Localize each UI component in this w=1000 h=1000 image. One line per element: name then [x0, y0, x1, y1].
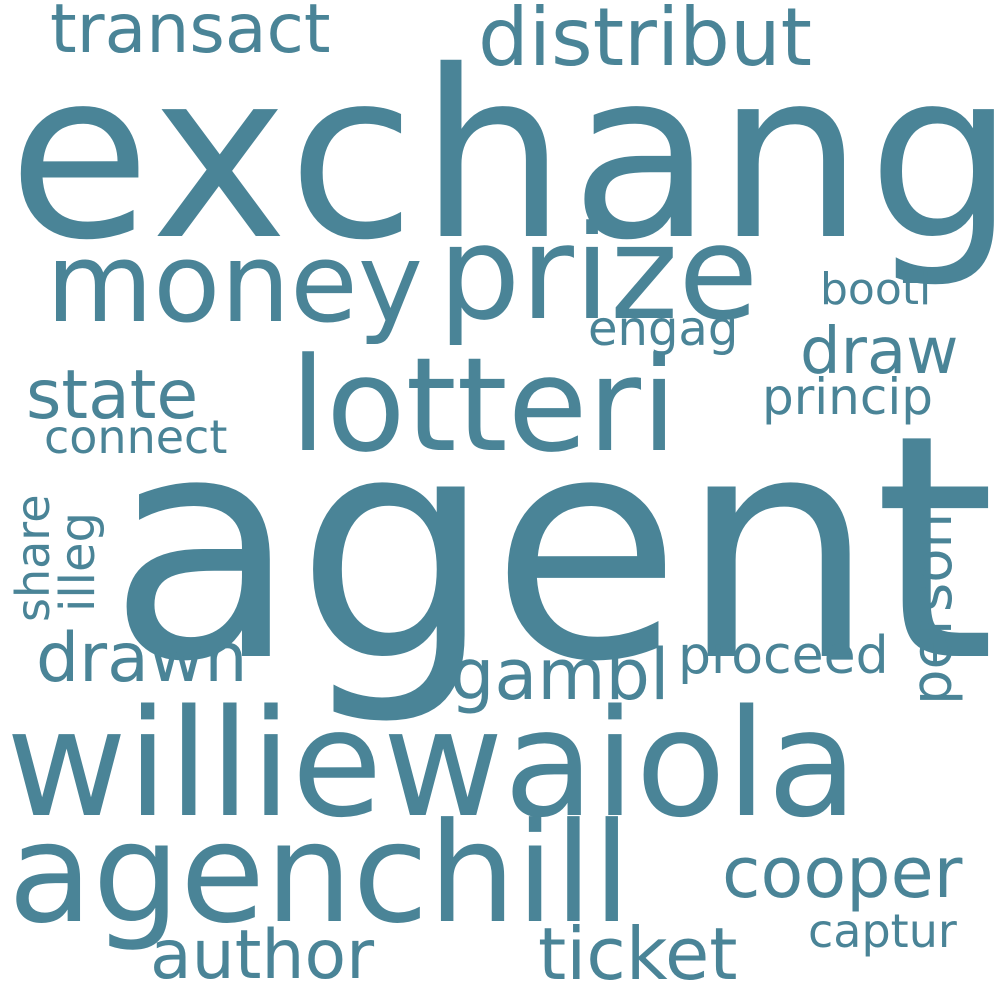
- word-agenchill: agenchill: [8, 793, 631, 954]
- word-captur: captur: [808, 904, 957, 958]
- word-illeg: illeg: [50, 511, 106, 612]
- word-prize: prize: [438, 197, 759, 349]
- word-connect: connect: [44, 410, 228, 464]
- word-princip: princip: [762, 368, 933, 426]
- word-lotteri: lotteri: [290, 329, 678, 481]
- word-proceed: proceed: [678, 626, 889, 686]
- word-engag: engag: [588, 301, 739, 357]
- word-agent: agent: [108, 369, 995, 730]
- word-state: state: [26, 356, 199, 435]
- word-ticket: ticket: [538, 912, 738, 996]
- word-williewaiola: williewaiola: [6, 678, 858, 850]
- word-transact: transact: [50, 0, 331, 69]
- word-draw: draw: [800, 315, 959, 389]
- word-booti: booti: [820, 264, 932, 315]
- word-exchang: exchang: [8, 21, 1000, 291]
- word-author: author: [150, 916, 375, 995]
- word-gambl: gambl: [450, 634, 670, 716]
- word-distribut: distribut: [478, 0, 813, 84]
- word-person: person: [900, 513, 965, 705]
- word-cooper: cooper: [722, 832, 963, 914]
- word-drawn: drawn: [36, 619, 248, 698]
- word-money: money: [46, 219, 423, 347]
